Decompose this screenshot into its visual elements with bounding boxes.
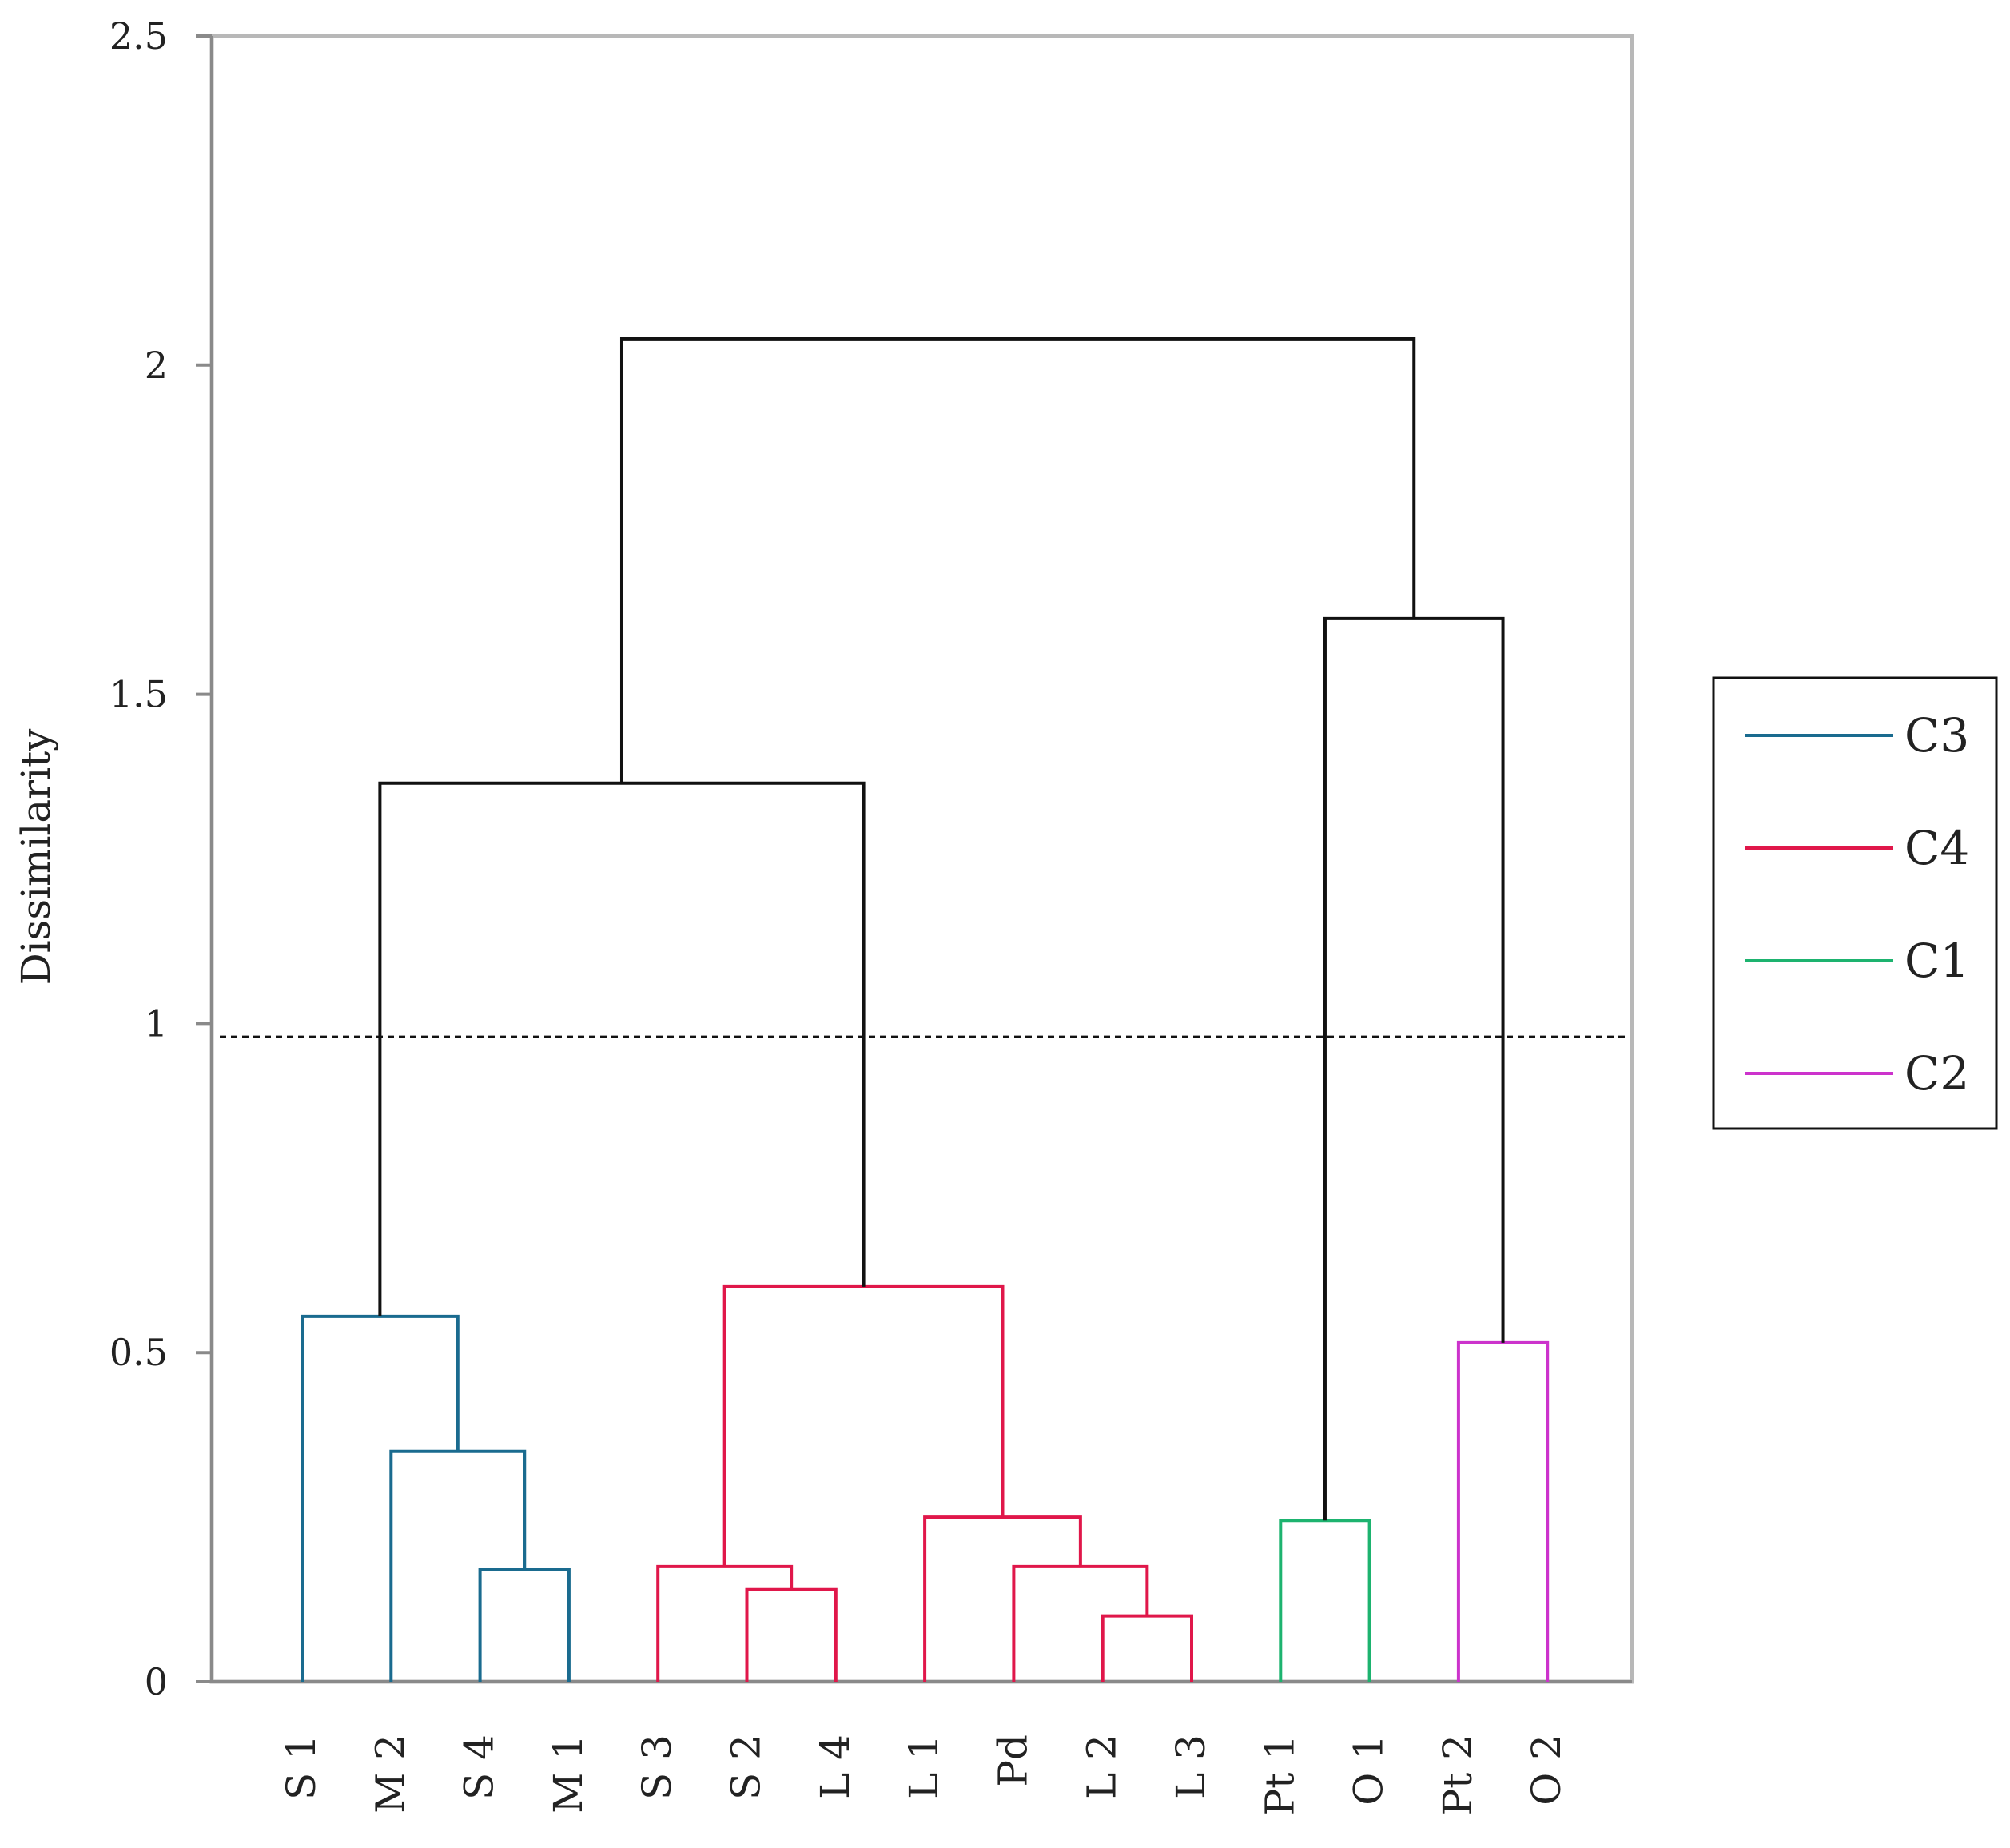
- leaf-label: L 3: [1168, 1734, 1214, 1799]
- leaf-label: S 1: [278, 1734, 324, 1800]
- dendrogram-link: [378, 781, 866, 1316]
- dendrogram-link: [745, 1587, 838, 1682]
- leaf-label: O 1: [1346, 1734, 1392, 1806]
- leaf-label: S 4: [456, 1734, 503, 1800]
- dendrogram-link: [923, 1515, 1082, 1682]
- y-tick-label: 1: [145, 1002, 168, 1045]
- leaf-label: S 3: [634, 1734, 680, 1800]
- legend-label: C1: [1905, 934, 1969, 988]
- dendrogram-link: [1456, 1340, 1550, 1682]
- legend-label: C2: [1905, 1046, 1969, 1101]
- leaf-label: S 2: [723, 1734, 770, 1800]
- leaf-label: L 4: [812, 1734, 858, 1799]
- y-tick-label: 0: [145, 1660, 168, 1703]
- y-axis-title: Dissimilarity: [13, 728, 59, 986]
- leaf-label: M 2: [367, 1734, 413, 1814]
- y-tick-label: 0.5: [109, 1331, 168, 1374]
- leaf-label: Pt 1: [1256, 1734, 1303, 1815]
- dendrogram-link: [1012, 1564, 1149, 1682]
- leaf-label: L 1: [901, 1734, 947, 1799]
- legend-label: C4: [1905, 821, 1969, 875]
- dendrogram-link: [1279, 1519, 1371, 1682]
- dendrogram-link: [656, 1564, 794, 1682]
- dendrogram-link: [1101, 1614, 1193, 1682]
- y-tick-label: 2: [145, 344, 168, 387]
- leaf-label: L 2: [1079, 1734, 1125, 1799]
- leaf-label: M 1: [545, 1734, 591, 1814]
- y-tick-label: 1.5: [109, 673, 168, 716]
- dendrogram-link: [389, 1449, 527, 1682]
- leaf-label: Pt 2: [1435, 1734, 1481, 1815]
- y-tick-label: 2.5: [109, 14, 168, 58]
- plot-frame: [209, 34, 1634, 1684]
- dendrogram-link: [619, 337, 1416, 783]
- dendrogram-link: [722, 1284, 1005, 1567]
- leaf-label: Pd: [989, 1734, 1036, 1787]
- leaf-label: O 2: [1523, 1734, 1570, 1806]
- dendrogram-link: [301, 1314, 460, 1682]
- legend-label: C3: [1905, 708, 1969, 763]
- dendrogram-link: [1323, 616, 1505, 1521]
- dendrogram-link: [478, 1567, 571, 1682]
- legend-box: [1712, 676, 1998, 1130]
